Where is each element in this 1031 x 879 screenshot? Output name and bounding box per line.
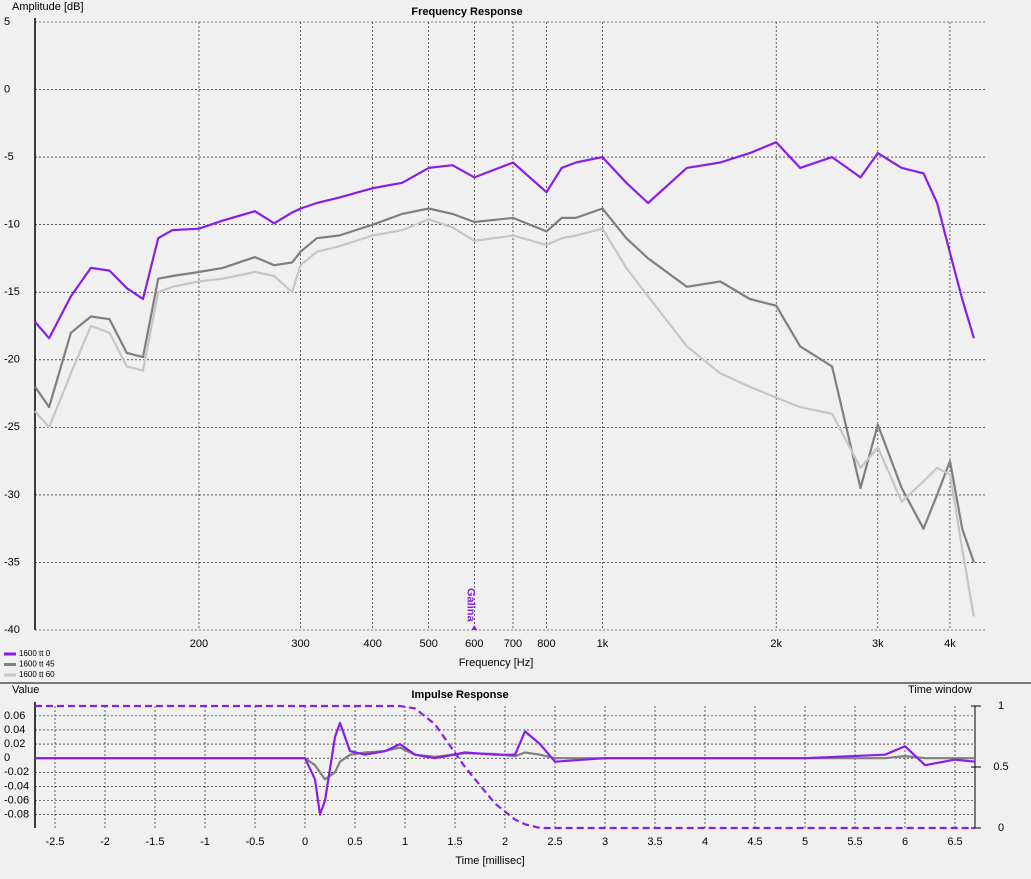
y-tick-label: -20 — [4, 354, 20, 366]
y-tick-label: 0 — [4, 83, 10, 95]
x-tick-label: -0.5 — [246, 836, 265, 848]
y-tick-label: -40 — [4, 624, 20, 636]
x-tick-label: 700 — [504, 638, 522, 650]
x-tick-label: 300 — [291, 638, 309, 650]
x-tick-label: 2 — [502, 836, 508, 848]
x-tick-label: 0.5 — [347, 836, 362, 848]
x-tick-label: 500 — [419, 638, 437, 650]
y-tick-label: -15 — [4, 286, 20, 298]
y2-axis-label: Time window — [908, 684, 972, 696]
annotation: Galina — [464, 588, 476, 623]
x-tick-label: 3.5 — [647, 836, 662, 848]
x-tick-label: 400 — [364, 638, 382, 650]
y2-tick-label: 0.5 — [993, 761, 1008, 773]
y-tick-label: 5 — [4, 16, 10, 28]
series-line — [34, 141, 975, 340]
x-tick-label: 1k — [597, 638, 609, 650]
x-tick-label: 800 — [537, 638, 555, 650]
y-tick-label: 0 — [4, 752, 10, 764]
x-tick-label: -1 — [200, 836, 210, 848]
x-tick-label: 6 — [902, 836, 908, 848]
x-tick-label: 2k — [770, 638, 782, 650]
x-tick-label: 3k — [872, 638, 884, 650]
y-tick-label: -0.08 — [4, 809, 29, 821]
x-tick-label: 4 — [702, 836, 708, 848]
x-tick-label: 1 — [402, 836, 408, 848]
x-tick-label: 5.5 — [847, 836, 862, 848]
x-axis-label: Time [millisec] — [455, 855, 524, 867]
y-axis-label: Amplitude [dB] — [12, 1, 84, 13]
x-tick-label: 1.5 — [447, 836, 462, 848]
y-tick-label: -25 — [4, 421, 20, 433]
legend-label: 1600 tt 0 — [19, 649, 51, 658]
x-tick-label: 4.5 — [747, 836, 762, 848]
x-tick-label: 0 — [302, 836, 308, 848]
chart-title: Frequency Response — [411, 6, 522, 18]
y-tick-label: -5 — [4, 151, 14, 163]
y2-tick-label: 1 — [998, 700, 1004, 712]
y-tick-label: 0.06 — [4, 710, 25, 722]
series-line — [34, 207, 975, 563]
y-tick-label: -0.04 — [4, 780, 29, 792]
x-tick-label: -2 — [100, 836, 110, 848]
x-tick-label: 6.5 — [947, 836, 962, 848]
x-tick-label: -1.5 — [146, 836, 165, 848]
x-tick-label: 5 — [802, 836, 808, 848]
x-tick-label: 200 — [190, 638, 208, 650]
legend-label: 1600 tt 45 — [19, 660, 55, 669]
y-tick-label: 0.02 — [4, 738, 25, 750]
y-tick-label: -35 — [4, 556, 20, 568]
y-tick-label: -0.02 — [4, 766, 29, 778]
series-line — [35, 704, 975, 830]
series-line — [35, 721, 976, 816]
y2-tick-label: 0 — [998, 822, 1004, 834]
x-tick-label: 2.5 — [547, 836, 562, 848]
y-axis-label: Value — [12, 684, 39, 696]
chart-title: Impulse Response — [411, 689, 508, 701]
x-tick-label: -2.5 — [46, 836, 65, 848]
y-tick-label: -0.06 — [4, 794, 29, 806]
y-tick-label: 0.04 — [4, 724, 25, 736]
legend-label: 1600 tt 60 — [19, 670, 55, 679]
x-tick-label: 3 — [602, 836, 608, 848]
series-line — [34, 218, 975, 617]
y-tick-label: -10 — [4, 219, 20, 231]
x-tick-label: 4k — [944, 638, 956, 650]
x-tick-label: 600 — [465, 638, 483, 650]
x-axis-label: Frequency [Hz] — [459, 657, 534, 669]
y-tick-label: -30 — [4, 489, 20, 501]
annotation-marker — [471, 625, 478, 630]
